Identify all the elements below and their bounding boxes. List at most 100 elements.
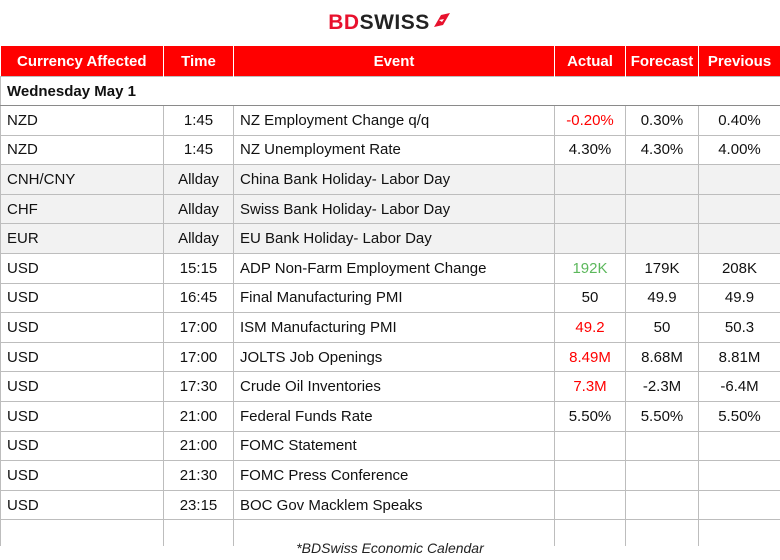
table-row: USD 23:15 BOC Gov Macklem Speaks: [0, 489, 780, 521]
cell-time: 15:15: [163, 252, 234, 284]
cell-time: Allday: [163, 193, 234, 225]
cell-time: Allday: [163, 223, 234, 254]
table-row: CHF Allday Swiss Bank Holiday- Labor Day: [0, 193, 780, 225]
cell-forecast: [625, 223, 699, 254]
cell-time: 1:45: [163, 134, 234, 166]
cell-currency: USD: [0, 430, 164, 462]
cell-previous: [698, 460, 780, 491]
cell-previous: [698, 193, 780, 225]
table-row: USD 16:45 Final Manufacturing PMI 50 49.9 49.…: [0, 282, 780, 314]
cell-forecast: [625, 193, 699, 225]
cell-previous: 8.81M: [698, 341, 780, 373]
cell-previous: [698, 489, 780, 521]
cell-event: NZ Unemployment Rate: [233, 134, 555, 166]
header-logo-area: BD SWISS: [0, 0, 780, 46]
day-label: Wednesday May 1: [0, 76, 780, 106]
cell-forecast: [625, 460, 699, 491]
header-forecast: Forecast: [625, 46, 699, 77]
cell-currency: USD: [0, 371, 164, 402]
table-row: USD 17:30 Crude Oil Inventories 7.3M -2.3M -6…: [0, 371, 780, 402]
cell-currency: USD: [0, 489, 164, 521]
cell-actual: [554, 164, 626, 195]
cell-event: Crude Oil Inventories: [233, 371, 555, 402]
empty-cell: [233, 519, 555, 547]
cell-previous: [698, 430, 780, 462]
cell-event: Federal Funds Rate: [233, 400, 555, 432]
cell-forecast: 50: [625, 312, 699, 343]
cell-event: BOC Gov Macklem Speaks: [233, 489, 555, 521]
cell-actual: 7.3M: [554, 371, 626, 402]
cell-event: China Bank Holiday- Labor Day: [233, 164, 555, 195]
cell-forecast: -2.3M: [625, 371, 699, 402]
empty-cell: [625, 519, 699, 547]
empty-cell: [0, 519, 164, 547]
cell-actual: [554, 489, 626, 521]
economic-calendar-table: Currency Affected Time Event Actual Fore…: [0, 46, 780, 547]
cell-currency: USD: [0, 460, 164, 491]
footer-note: *BDSwiss Economic Calendar: [296, 540, 484, 556]
cell-event: EU Bank Holiday- Labor Day: [233, 223, 555, 254]
brand-logo: BD SWISS: [328, 11, 452, 35]
cell-event: ISM Manufacturing PMI: [233, 312, 555, 343]
cell-time: 1:45: [163, 105, 234, 136]
cell-currency: USD: [0, 341, 164, 373]
cell-currency: USD: [0, 312, 164, 343]
header-event: Event: [233, 46, 555, 77]
cell-time: 23:15: [163, 489, 234, 521]
cell-previous: -6.4M: [698, 371, 780, 402]
cell-previous: 4.00%: [698, 134, 780, 166]
cell-event: Swiss Bank Holiday- Labor Day: [233, 193, 555, 225]
cell-event: JOLTS Job Openings: [233, 341, 555, 373]
cell-previous: 5.50%: [698, 400, 780, 432]
cell-time: 21:00: [163, 400, 234, 432]
cell-currency: USD: [0, 252, 164, 284]
cell-previous: 50.3: [698, 312, 780, 343]
cell-actual: 50: [554, 282, 626, 314]
empty-cell: [554, 519, 626, 547]
cell-forecast: 0.30%: [625, 105, 699, 136]
cell-forecast: 5.50%: [625, 400, 699, 432]
cell-actual: 49.2: [554, 312, 626, 343]
cell-time: 17:30: [163, 371, 234, 402]
brand-name-part2: SWISS: [359, 11, 430, 34]
cell-actual: 4.30%: [554, 134, 626, 166]
cell-previous: 49.9: [698, 282, 780, 314]
table-row: USD 17:00 ISM Manufacturing PMI 49.2 50 50.3: [0, 312, 780, 343]
cell-forecast: 8.68M: [625, 341, 699, 373]
table-row: USD 21:00 FOMC Statement: [0, 430, 780, 462]
header-currency: Currency Affected: [0, 46, 164, 77]
header-time: Time: [163, 46, 234, 77]
cell-actual: [554, 223, 626, 254]
cell-forecast: [625, 489, 699, 521]
table-row: CNH/CNY Allday China Bank Holiday- Labor D…: [0, 164, 780, 195]
table-row: USD 17:00 JOLTS Job Openings 8.49M 8.68M 8.81…: [0, 341, 780, 373]
cell-actual: 8.49M: [554, 341, 626, 373]
cell-currency: CHF: [0, 193, 164, 225]
cell-actual: [554, 460, 626, 491]
cell-currency: USD: [0, 282, 164, 314]
cell-event: Final Manufacturing PMI: [233, 282, 555, 314]
header-previous: Previous: [698, 46, 780, 77]
cell-time: 16:45: [163, 282, 234, 314]
empty-cell: [698, 519, 780, 547]
cell-currency: USD: [0, 400, 164, 432]
cell-event: FOMC Statement: [233, 430, 555, 462]
cell-currency: EUR: [0, 223, 164, 254]
table-row: NZD 1:45 NZ Employment Change q/q -0.20% 0.3…: [0, 105, 780, 136]
cell-currency: NZD: [0, 105, 164, 136]
cell-previous: 208K: [698, 252, 780, 284]
cell-forecast: [625, 164, 699, 195]
flag-swoosh-icon: [433, 13, 450, 27]
table-row: USD 21:00 Federal Funds Rate 5.50% 5.50% 5.50…: [0, 400, 780, 432]
cell-previous: [698, 223, 780, 254]
table-row: EUR Allday EU Bank Holiday- Labor Day: [0, 223, 780, 254]
table-row: USD 15:15 ADP Non-Farm Employment Change 19…: [0, 252, 780, 284]
cell-actual: [554, 430, 626, 462]
cell-forecast: 179K: [625, 252, 699, 284]
table-header-row: Currency Affected Time Event Actual Fore…: [0, 46, 780, 77]
cell-time: 17:00: [163, 312, 234, 343]
cell-forecast: [625, 430, 699, 462]
cell-currency: CNH/CNY: [0, 164, 164, 195]
empty-row: [0, 519, 780, 547]
cell-forecast: 49.9: [625, 282, 699, 314]
